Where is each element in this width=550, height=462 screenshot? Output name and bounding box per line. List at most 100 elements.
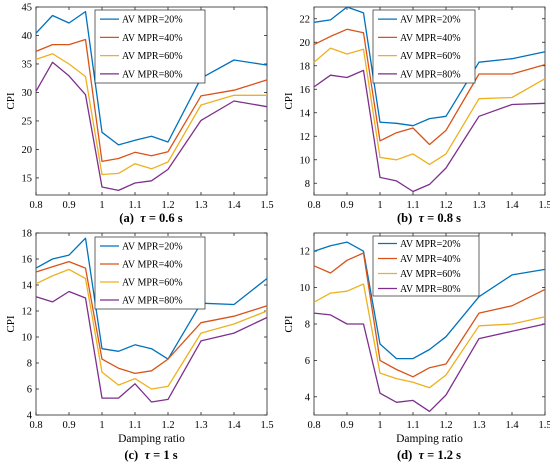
legend-entry: AV MPR=20% bbox=[122, 242, 183, 253]
y-tick-label: 45 bbox=[22, 3, 33, 14]
legend-entry: AV MPR=80% bbox=[400, 284, 461, 295]
y-tick-label: 14 bbox=[22, 281, 33, 292]
legend-entry: AV MPR=40% bbox=[122, 33, 183, 44]
series-line-2 bbox=[35, 260, 268, 375]
y-tick-label: 4 bbox=[305, 392, 311, 403]
panel-caption: (d) τ = 1.2 s bbox=[397, 448, 461, 462]
series-line-4 bbox=[35, 61, 268, 192]
x-tick-label: 1.5 bbox=[538, 200, 550, 211]
chart-panel-d: 0.8 0.9 1 1.1 1.2 1.3 1.4 1.5 4 6 8 10 12 CPI Damping … bbox=[283, 232, 550, 462]
x-tick-label: 1.3 bbox=[194, 420, 207, 431]
x-tick-label: 0.9 bbox=[340, 200, 353, 211]
y-tick-label: 15 bbox=[22, 173, 33, 184]
x-tick-label: 1.4 bbox=[227, 420, 241, 431]
x-tick-label: 1.3 bbox=[472, 420, 485, 431]
series-line-2 bbox=[35, 38, 268, 163]
panel-caption-value: = 1.2 s bbox=[424, 448, 461, 462]
legend-entry: AV MPR=60% bbox=[122, 51, 183, 62]
series-line-1 bbox=[35, 237, 268, 360]
x-tick-label: 0.9 bbox=[340, 420, 353, 431]
y-tick-label: 18 bbox=[22, 229, 33, 240]
y-tick-label: 16 bbox=[22, 255, 33, 266]
x-tick-label: 1.2 bbox=[161, 200, 174, 211]
legend-box bbox=[94, 236, 206, 310]
series-line-4 bbox=[35, 290, 268, 403]
legend-box bbox=[372, 9, 476, 84]
legend-entry: AV MPR=40% bbox=[400, 254, 461, 265]
series-line-2 bbox=[313, 252, 546, 378]
x-tick-label: 1.3 bbox=[472, 200, 485, 211]
legend-entry: AV MPR=80% bbox=[122, 69, 183, 80]
panel-caption: (a) τ = 0.6 s bbox=[119, 211, 183, 225]
x-tick-label: 1.2 bbox=[161, 420, 174, 431]
x-tick-label: 1.3 bbox=[194, 200, 207, 211]
series-line-1 bbox=[35, 10, 268, 146]
x-tick-label: 1.1 bbox=[406, 200, 419, 211]
panel-caption-label: (d) bbox=[397, 448, 412, 462]
y-tick-label: 16 bbox=[300, 85, 311, 96]
x-axis-label: Damping ratio bbox=[118, 433, 185, 445]
y-tick-label: 22 bbox=[300, 14, 311, 25]
series-line-4 bbox=[313, 69, 546, 193]
legend-entry: AV MPR=60% bbox=[400, 51, 461, 62]
panel-caption: (b) τ = 0.8 s bbox=[397, 211, 461, 225]
x-tick-label: 1 bbox=[99, 200, 104, 211]
x-tick-label: 1 bbox=[99, 420, 104, 431]
legend-entry: AV MPR=60% bbox=[400, 269, 461, 280]
x-axis-label: Damping ratio bbox=[396, 433, 463, 445]
y-tick-label: 8 bbox=[305, 320, 310, 331]
y-tick-label: 12 bbox=[300, 247, 311, 258]
y-tick-label: 4 bbox=[27, 411, 33, 422]
y-tick-label: 10 bbox=[300, 283, 311, 294]
x-tick-label: 0.8 bbox=[29, 200, 42, 211]
x-tick-label: 0.9 bbox=[62, 420, 75, 431]
x-tick-label: 0.8 bbox=[307, 420, 320, 431]
series-line-1 bbox=[313, 241, 546, 360]
y-tick-label: 6 bbox=[27, 385, 32, 396]
y-tick-label: 20 bbox=[300, 38, 311, 49]
x-tick-label: 1.5 bbox=[260, 420, 273, 431]
y-tick-label: 10 bbox=[22, 333, 33, 344]
x-tick-label: 1.2 bbox=[439, 200, 452, 211]
x-tick-label: 1.5 bbox=[260, 200, 273, 211]
y-tick-label: 6 bbox=[305, 356, 310, 367]
legend-entry: AV MPR=60% bbox=[122, 278, 183, 289]
panel-caption-value: = 0.8 s bbox=[424, 211, 461, 225]
legend-entry: AV MPR=80% bbox=[122, 296, 183, 307]
legend-box bbox=[94, 9, 206, 84]
panel-caption-value: = 0.6 s bbox=[146, 211, 183, 225]
y-tick-label: 20 bbox=[22, 145, 33, 156]
x-tick-label: 1.4 bbox=[227, 200, 241, 211]
y-tick-label: 8 bbox=[305, 179, 310, 190]
series-line-2 bbox=[313, 28, 546, 146]
x-tick-label: 0.9 bbox=[62, 200, 75, 211]
panel-caption-tau: τ bbox=[144, 448, 150, 462]
panel-caption-label: (b) bbox=[397, 211, 412, 225]
legend: AV MPR=20% AV MPR=40% AV MPR=60% AV MPR=80% bbox=[372, 235, 480, 297]
legend-entry: AV MPR=20% bbox=[400, 15, 461, 26]
legend-entry: AV MPR=20% bbox=[400, 239, 461, 250]
y-tick-label: 12 bbox=[22, 307, 33, 318]
legend: AV MPR=20% AV MPR=40% AV MPR=60% AV MPR=80% bbox=[94, 236, 206, 310]
y-tick-label: 35 bbox=[22, 59, 33, 70]
x-tick-label: 1.1 bbox=[128, 420, 141, 431]
y-axis-label: CPI bbox=[283, 92, 295, 109]
y-tick-label: 8 bbox=[27, 359, 32, 370]
y-tick-label: 25 bbox=[22, 116, 33, 127]
legend-entry: AV MPR=40% bbox=[400, 33, 461, 44]
y-tick-label: 30 bbox=[22, 88, 33, 99]
x-tick-label: 1.2 bbox=[439, 420, 452, 431]
legend-entry: AV MPR=20% bbox=[122, 15, 183, 26]
x-tick-label: 1.1 bbox=[406, 420, 419, 431]
x-tick-label: 1.4 bbox=[505, 420, 519, 431]
series-line-3 bbox=[313, 283, 546, 389]
series-line-1 bbox=[313, 6, 546, 127]
panel-caption-tau: τ bbox=[140, 211, 146, 225]
panel-caption-tau: τ bbox=[418, 448, 424, 462]
series-line-3 bbox=[35, 268, 268, 390]
x-tick-label: 1 bbox=[377, 420, 382, 431]
x-tick-label: 0.8 bbox=[307, 200, 320, 211]
x-tick-label: 1.4 bbox=[505, 200, 519, 211]
series-line-3 bbox=[313, 47, 546, 166]
